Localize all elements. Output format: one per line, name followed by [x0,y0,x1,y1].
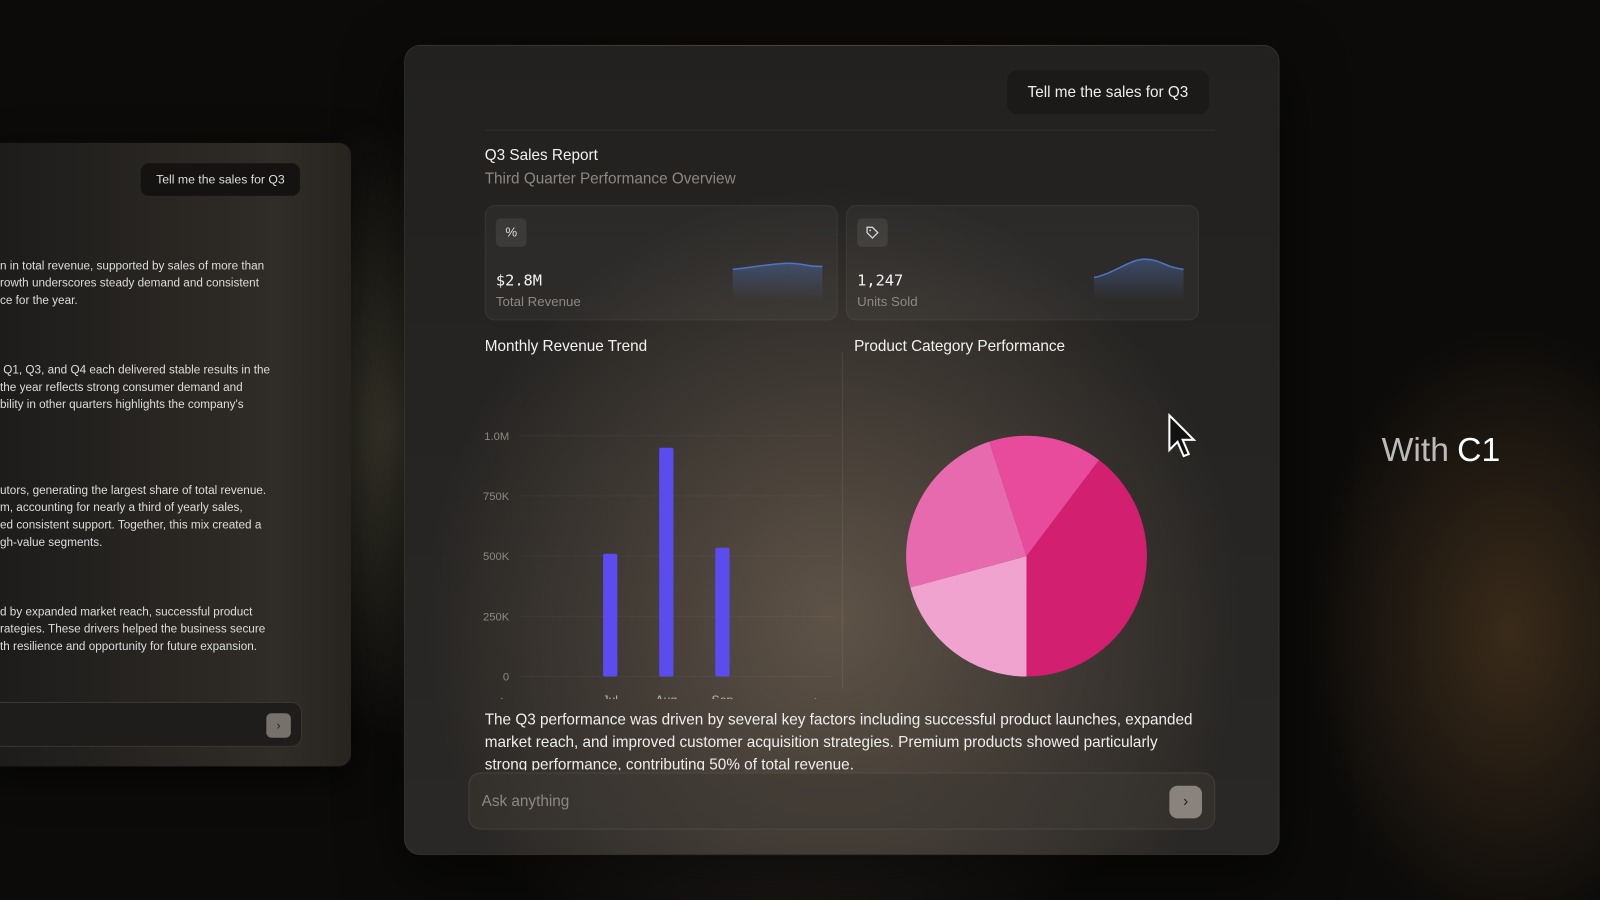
divider [484,129,1216,131]
user-message-bubble: Tell me the sales for Q3 [1007,70,1209,115]
pie-slice [989,435,1100,557]
pie-chart: PremiumStandardEntry LevelMidrange [906,435,1147,677]
kpi-label: Total Revenue [495,293,581,310]
bar [603,553,618,677]
pie-slice [1026,460,1147,677]
chat-input[interactable]: › [0,702,303,747]
sparkline [1093,258,1184,300]
divider [841,352,843,689]
y-tick-label: 1.0M [484,431,509,443]
report-subtitle: Third Quarter Performance Overview [484,170,736,188]
bar-chart-title: Monthly Revenue Trend [484,337,648,356]
chat-input-box: › [468,772,1216,830]
tagline: With C1 [1382,431,1501,470]
kpi-card-revenue: % $2.8M Total Revenue [484,205,838,321]
y-tick-label: 250K [483,611,510,623]
response-paragraph: utors, generating the largest share of t… [0,484,267,549]
user-message-bubble: Tell me the sales for Q3 [140,163,301,196]
y-tick-label: 0 [503,672,509,684]
chevron-right-icon[interactable]: › [814,693,818,699]
sparkline [732,262,823,300]
pie-chart-title: Product Category Performance [854,337,1066,356]
response-paragraph: n in total revenue, supported by sales o… [0,260,265,308]
response-text: The Q3 performance was driven by several… [484,711,1193,771]
send-button[interactable]: › [1169,785,1203,819]
percent-icon: % [495,218,527,247]
bar [659,447,674,677]
chat-panel: Tell me the sales for Q3 Q3 Sales Report… [404,44,1280,856]
pie-slice [906,441,1027,588]
y-tick-label: 500K [483,551,510,563]
background-chat-panel: Tell me the sales for Q3 n in total reve… [0,142,352,767]
report-title: Q3 Sales Report [484,146,598,165]
ask-input[interactable] [481,773,1135,829]
brand-logo: C1 [1457,430,1501,469]
x-tick-label: Jul [602,693,618,699]
chevron-left-icon[interactable]: ‹ [499,693,503,699]
kpi-value: 1,247 [857,271,904,290]
x-tick-label: Aug [655,693,677,699]
y-tick-label: 750K [483,491,510,503]
kpi-card-units: 1,247 Units Sold [845,205,1199,321]
mouse-cursor-icon [1168,413,1197,458]
kpi-label: Units Sold [857,293,918,310]
tag-icon [857,218,888,247]
kpi-value: $2.8M [495,271,542,290]
chevron-right-icon[interactable]: › [266,713,291,738]
pie-slice [910,556,1027,677]
x-tick-label: Sep [712,693,734,699]
bar [715,547,730,677]
response-paragraph: d by expanded market reach, successful p… [0,606,266,654]
tagline-prefix: With [1381,430,1449,469]
response-paragraph: Q1, Q3, and Q4 each delivered stable res… [0,364,271,412]
